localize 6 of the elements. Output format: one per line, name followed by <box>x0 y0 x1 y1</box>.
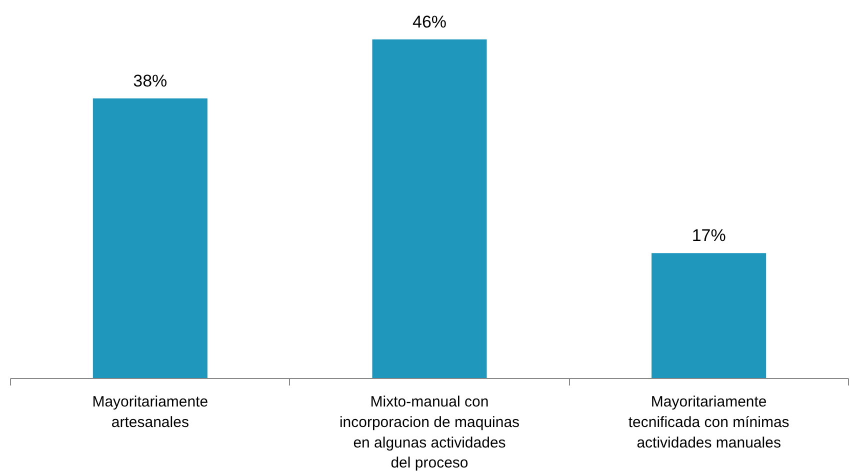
data-label: 17% <box>692 226 726 246</box>
x-tick-label: Mixto-manual con incorporacion de maquinas en algunas actividades del proceso <box>339 394 520 472</box>
x-tick-label: Mayoritariamente tecnificada con mínimas actividades manuales <box>628 394 790 452</box>
data-label: 38% <box>133 71 168 90</box>
data-label: 46% <box>412 12 447 32</box>
x-tick-label: Mayoritariamente artesanales <box>92 394 208 431</box>
